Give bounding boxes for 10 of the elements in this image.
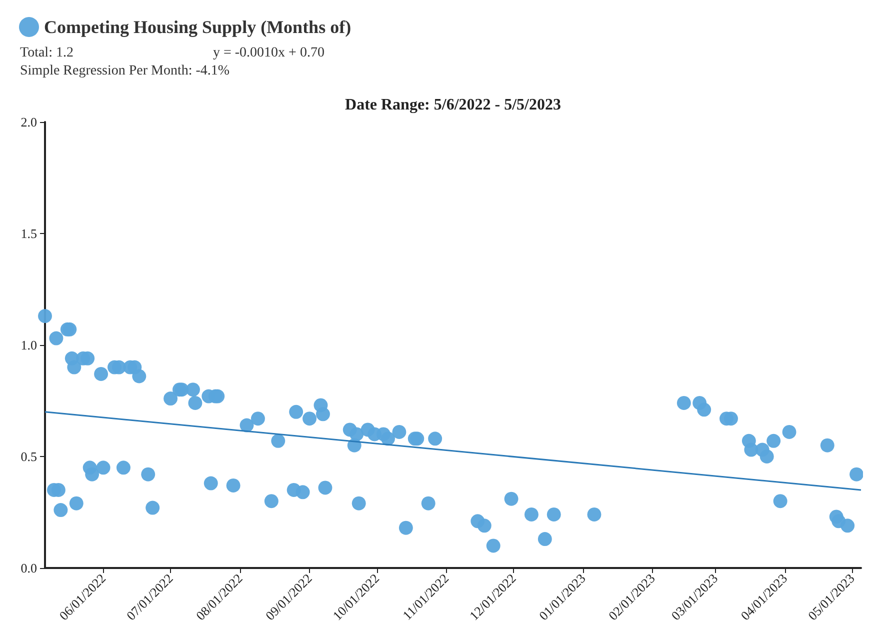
y-tick-label: 0.5 bbox=[20, 449, 37, 464]
text: Simple Regression Per Month: -4.1% bbox=[20, 64, 230, 78]
y-tick-label: 1.5 bbox=[20, 226, 37, 241]
text: Total: 1.2 bbox=[20, 46, 74, 60]
legend-label: Competing Housing Supply (Months of) bbox=[44, 17, 352, 37]
y-tick-label: 1.0 bbox=[20, 338, 37, 352]
chart-title: Date Range: 5/6/2022 - 5/5/2023 bbox=[345, 96, 561, 114]
text: y = -0.0010x + 0.70 bbox=[213, 46, 324, 60]
y-tick-label: 0.0 bbox=[20, 560, 37, 576]
y-tick-label: 2.0 bbox=[20, 114, 37, 130]
